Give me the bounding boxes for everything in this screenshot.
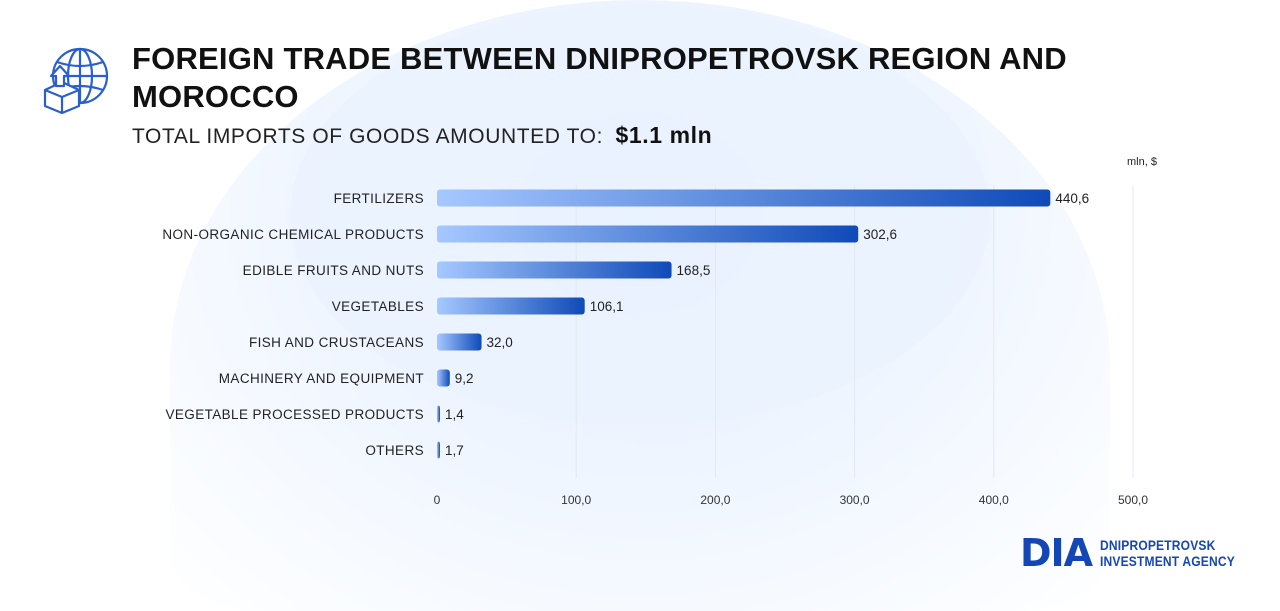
value-label: 1,4 (445, 407, 464, 422)
page-subtitle: TOTAL IMPORTS OF GOODS AMOUNTED TO: $1.1… (132, 122, 712, 149)
bar (437, 297, 585, 315)
bar (437, 441, 440, 459)
subtitle-label: TOTAL IMPORTS OF GOODS AMOUNTED TO: (132, 125, 604, 148)
x-tick-label: 100,0 (561, 493, 591, 507)
value-label: 168,5 (677, 263, 711, 278)
bar (437, 225, 859, 243)
bar (437, 189, 1051, 207)
x-tick-label: 0 (434, 493, 441, 507)
value-label: 440,6 (1055, 191, 1089, 206)
bar (437, 333, 482, 351)
value-label: 1,7 (445, 443, 464, 458)
value-label: 302,6 (863, 227, 897, 242)
category-label: MACHINERY AND EQUIPMENT (219, 371, 424, 386)
logo-line-1: DNIPROPETROVSK (1100, 537, 1216, 553)
total-imports-value: $1.1 mln (615, 122, 713, 148)
category-label: FERTILIZERS (334, 191, 424, 206)
bar (437, 405, 440, 423)
unit-label: mln, $ (1127, 156, 1157, 168)
x-tick-label: 300,0 (840, 493, 870, 507)
bar (437, 369, 450, 387)
globe-box-import-icon (43, 47, 109, 114)
logo-line-2: INVESTMENT AGENCY (1100, 553, 1236, 569)
category-label: OTHERS (365, 443, 424, 458)
category-label: FISH AND CRUSTACEANS (249, 335, 424, 350)
logo-mark: DIA (1020, 531, 1093, 575)
category-label: VEGETABLES (332, 299, 424, 314)
value-label: 9,2 (455, 371, 474, 386)
value-label: 106,1 (590, 299, 624, 314)
value-label: 32,0 (487, 335, 513, 350)
logo-text: DNIPROPETROVSK INVESTMENT AGENCY (1100, 537, 1235, 569)
category-label: VEGETABLE PROCESSED PRODUCTS (165, 407, 424, 422)
category-label: NON-ORGANIC CHEMICAL PRODUCTS (162, 227, 424, 242)
x-tick-label: 400,0 (979, 493, 1009, 507)
x-tick-label: 500,0 (1118, 493, 1148, 507)
x-tick-label: 200,0 (700, 493, 730, 507)
category-label: EDIBLE FRUITS AND NUTS (243, 263, 424, 278)
page-title: FOREIGN TRADE BETWEEN DNIPROPETROVSK REG… (132, 41, 1067, 114)
bar (437, 261, 672, 279)
dia-logo: DIA DNIPROPETROVSK INVESTMENT AGENCY (1020, 532, 1257, 574)
background-circle (290, 5, 990, 425)
